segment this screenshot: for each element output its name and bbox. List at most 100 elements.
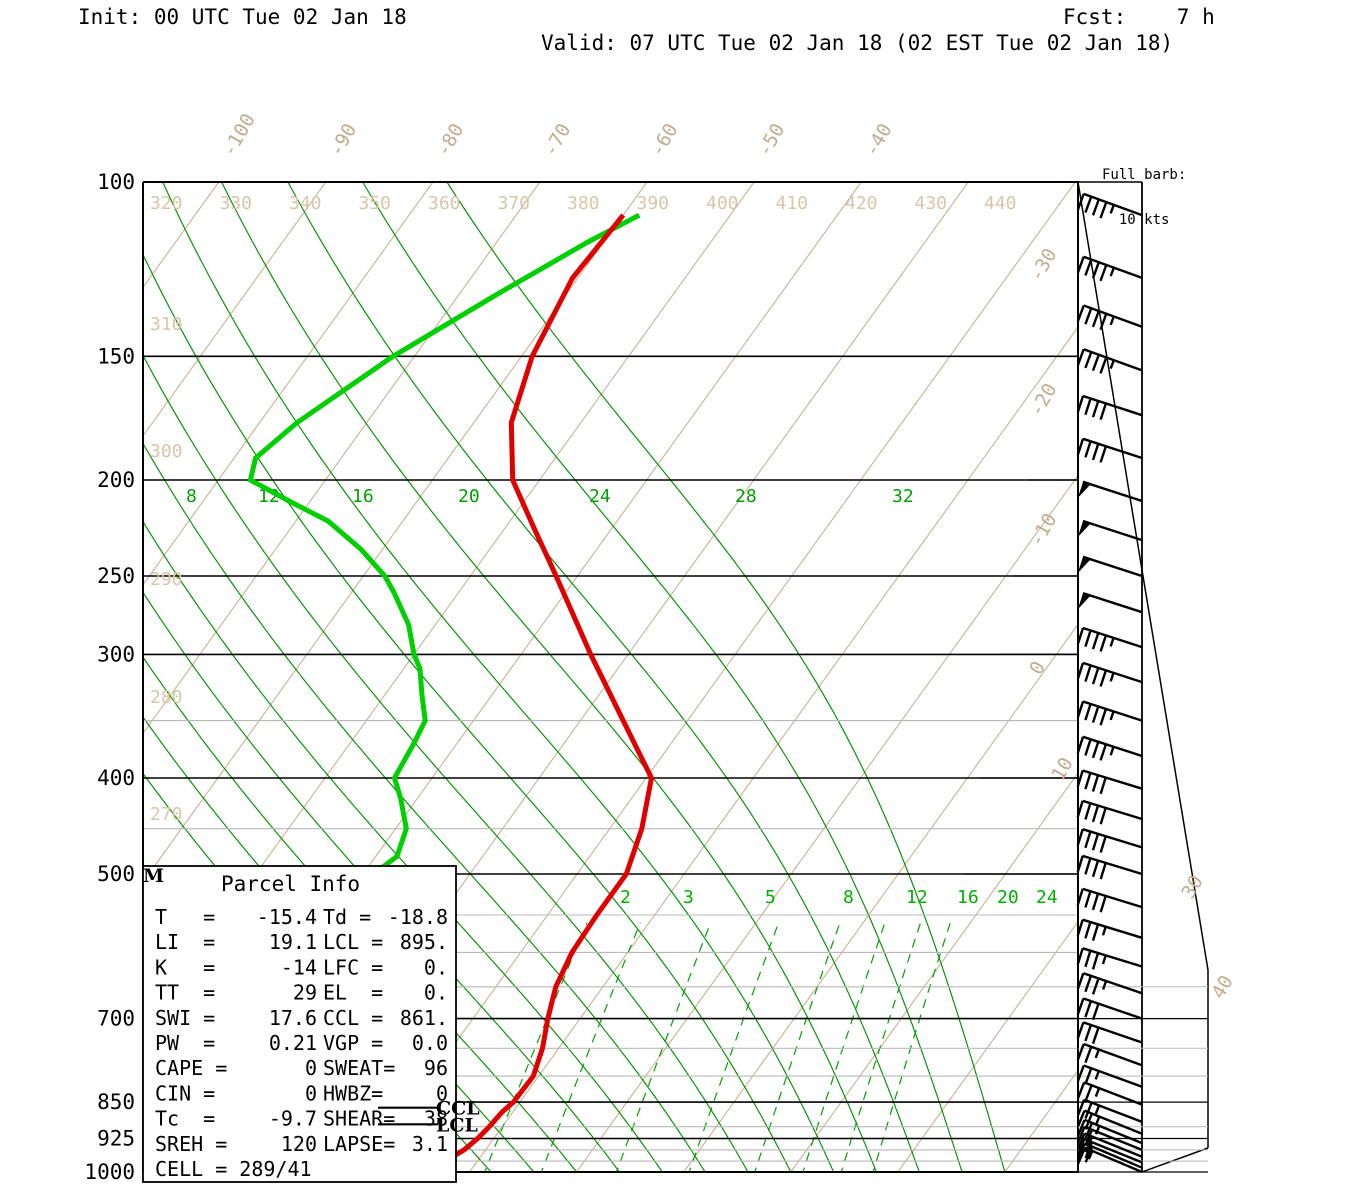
parcel-info-left-value: -9.7 <box>269 1107 317 1131</box>
wind-barb-full <box>1076 1133 1086 1150</box>
wind-barb-half <box>1087 1150 1094 1160</box>
wind-barb-full <box>1084 1122 1094 1140</box>
side-temperature-label: -30 <box>1025 245 1061 286</box>
theta-label-top: 400 <box>706 193 739 214</box>
wind-barb-full <box>1076 701 1085 718</box>
parcel-info-cell: CELL = 289/41 <box>155 1157 312 1181</box>
theta-label-top: 340 <box>289 193 322 214</box>
wind-barb-half <box>1109 637 1115 647</box>
wind-barb <box>1076 918 1143 941</box>
wind-barb <box>1076 700 1143 726</box>
pressure-tick-label: 850 <box>97 1090 135 1114</box>
wind-barb <box>1076 626 1143 652</box>
isotherm-line <box>362 182 1076 1172</box>
wind-barb-pennant <box>1077 520 1091 538</box>
isotherm-line <box>683 623 1078 1172</box>
parcel-info-right-key: LFC = <box>323 955 383 979</box>
wind-barb-full <box>1077 1147 1087 1164</box>
parcel-info-right-value: 3.1 <box>412 1132 448 1156</box>
wind-barb-full <box>1084 703 1092 721</box>
pressure-tick-label: 100 <box>97 170 135 194</box>
wind-barb-full <box>1076 438 1085 456</box>
mixing-ratio-label: 8 <box>843 887 854 908</box>
wind-barb-shaft <box>1082 437 1143 460</box>
wind-barb-full <box>1084 440 1092 458</box>
parcel-info-panel <box>142 865 457 1183</box>
wind-barb-full <box>1084 665 1092 682</box>
theta-label-top: 320 <box>150 193 183 214</box>
top-temperature-label: -40 <box>860 120 896 161</box>
parcel-info-right-value: -18.8 <box>388 905 448 929</box>
wind-barb-full <box>1099 201 1108 219</box>
isotherm-line <box>143 182 541 735</box>
moist-adiabat-line <box>446 182 1006 1172</box>
wind-barb <box>1076 769 1143 795</box>
wind-barb-full <box>1076 1119 1086 1137</box>
top-temperature-label: -80 <box>432 120 468 161</box>
wind-barb <box>1076 887 1143 913</box>
moist-adiabat-label: 16 <box>352 486 374 507</box>
parcel-info-left-value: -14 <box>281 955 317 979</box>
wind-barb-full <box>1084 831 1092 849</box>
wind-barb-full <box>1099 670 1108 687</box>
wind-barb-pennant <box>1077 556 1091 573</box>
wind-barb-full <box>1084 1046 1093 1064</box>
wind-barb-shaft <box>1083 997 1143 1020</box>
wind-barb-full <box>1084 1024 1093 1042</box>
parcel-info-right-value: 861. <box>400 1006 448 1030</box>
mixing-ratio-label: 24 <box>1036 887 1058 908</box>
wind-barb-shaft <box>1082 394 1143 417</box>
wind-barb-full <box>1091 667 1100 685</box>
parcel-info-left-key: TT = <box>155 981 215 1005</box>
wind-barb-full <box>1091 978 1100 995</box>
wind-barb-full <box>1076 1065 1085 1082</box>
theta-label-top: 360 <box>428 193 461 214</box>
side-temperature-label: -20 <box>1025 380 1061 421</box>
isotherm-line <box>1112 182 1350 1172</box>
wind-barb <box>1076 437 1143 463</box>
theta-label-top: 410 <box>776 193 809 214</box>
pressure-tick-label: 250 <box>97 564 135 588</box>
wind-barb-full <box>1099 777 1107 795</box>
mixing-ratio-label: 5 <box>765 887 776 908</box>
wind-barb <box>1076 661 1143 687</box>
mixing-ratio-line <box>540 922 641 1172</box>
level-marker-label: CCL <box>436 1098 480 1120</box>
wind-barb-full <box>1076 1081 1086 1099</box>
wind-barb <box>1077 555 1143 578</box>
wind-barb <box>1076 1021 1143 1044</box>
parcel-info-left-key: LI = <box>155 930 215 954</box>
wind-barb-shaft <box>1084 1138 1143 1164</box>
theta-label-top: 350 <box>359 193 392 214</box>
isotherm-line <box>0 182 5 1172</box>
parcel-info-left-key: CAPE = <box>155 1056 227 1080</box>
dry-adiabat-line <box>1320 182 1350 544</box>
wind-barb-half <box>1109 267 1115 277</box>
top-temperature-label: -60 <box>646 120 682 161</box>
wind-barb-shaft <box>1082 887 1143 909</box>
dry-adiabat-lines-group <box>1264 182 1350 566</box>
forecast-hour-label: Fcst: 7 h <box>1063 5 1215 29</box>
wind-barb <box>1076 1081 1143 1106</box>
moist-adiabat-label: 28 <box>735 486 757 507</box>
wind-barb-full <box>1084 1000 1093 1018</box>
side-temperature-label: 30 <box>1177 872 1207 903</box>
wind-barb-half <box>1101 980 1108 990</box>
wind-barb-half <box>1109 711 1115 721</box>
bottom-right-edge <box>1141 1147 1209 1173</box>
pressure-tick-label: 200 <box>97 468 135 492</box>
parcel-info-title: Parcel Info <box>221 872 360 896</box>
mixing-ratio-label: 20 <box>997 887 1019 908</box>
mixing-ratio-line <box>802 922 886 1172</box>
parcel-info-left-key: Tc = <box>155 1107 215 1131</box>
wind-barb-half <box>1109 359 1115 370</box>
isotherm-line <box>143 182 648 883</box>
parcel-info-left-key: K = <box>155 955 215 979</box>
wind-barb <box>1076 1125 1143 1152</box>
temperature-profile-line <box>423 213 655 1174</box>
theta-label-left: 290 <box>150 569 183 590</box>
pressure-tick-label: 1000 <box>84 1160 135 1184</box>
wind-barb-full <box>1076 395 1085 413</box>
